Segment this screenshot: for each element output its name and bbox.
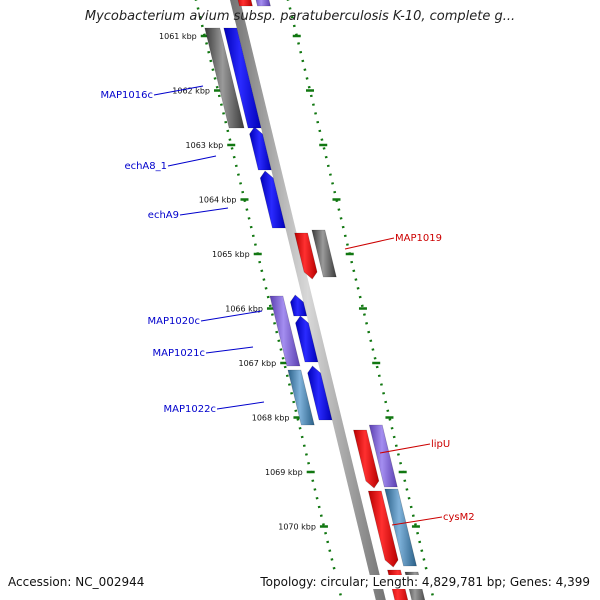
gene-leader-line: [153, 85, 204, 96]
gene-arrow-map1019[interactable]: [294, 232, 318, 280]
gene-arrow-map1021c[interactable]: [295, 315, 319, 363]
scale-tick-label: 1068 kbp: [252, 414, 290, 423]
gene-arrow-lipu-pair[interactable]: [368, 424, 398, 488]
gene-arrow-map1022c-pair[interactable]: [307, 365, 333, 421]
genome-summary-text: Topology: circular; Length: 4,829,781 bp…: [258, 575, 592, 589]
gene-label-map1019[interactable]: MAP1019: [395, 233, 442, 244]
gene-arrow-map1022c[interactable]: [287, 369, 315, 426]
label-layer: MAP1016c echA8_1 echA9 MAP1019 MAP1020c MAP10…: [101, 85, 475, 526]
lane-layer: [194, 0, 436, 600]
gene-label-echa9[interactable]: echA9: [148, 210, 179, 221]
scale-tick-label: 1069 kbp: [265, 468, 303, 477]
gene-arrow-lipu[interactable]: [353, 429, 380, 489]
gene-leader-line: [344, 237, 395, 250]
gene-leader-line: [216, 401, 265, 410]
gene-label-echa8-1[interactable]: echA8_1: [124, 161, 167, 172]
reverse-lane-boundary: [286, 0, 436, 600]
scale-tick-label: 1063 kbp: [186, 141, 224, 150]
gene-label-map1020c[interactable]: MAP1020c: [148, 316, 200, 327]
forward-lane-boundary: [194, 0, 344, 600]
scale-tick-label: 1064 kbp: [199, 196, 237, 205]
gene-arrow-map1016c[interactable]: [204, 27, 245, 129]
gene-arrow-cysm2[interactable]: [367, 490, 399, 568]
scale-tick-label: 1062 kbp: [172, 87, 210, 96]
gene-leader-line: [379, 443, 431, 454]
gene-label-cysm2[interactable]: cysM2: [443, 512, 475, 523]
map-title: Mycobacterium avium subsp. paratuberculo…: [84, 9, 516, 24]
gene-label-map1022c[interactable]: MAP1022c: [164, 404, 216, 415]
gene-arrow-map1019-pair[interactable]: [311, 229, 337, 278]
accession-text: Accession: NC_002944: [6, 575, 147, 589]
gene-arrow-map1020c[interactable]: [269, 295, 301, 367]
gene-arrow-cysm2-pair[interactable]: [384, 488, 417, 567]
genome-backbone: [230, 0, 386, 600]
gene-arrow-top-red[interactable]: [236, 0, 253, 7]
scale-tick-label: 1066 kbp: [225, 305, 263, 314]
gene-leader-line: [200, 310, 263, 322]
scale-tick-label: 1070 kbp: [278, 523, 316, 532]
gene-label-lipu[interactable]: lipU: [431, 439, 450, 450]
gene-arrow-small[interactable]: [290, 294, 308, 317]
gene-leader-line: [205, 346, 254, 354]
gene-arrow-top-violet[interactable]: [254, 0, 271, 7]
gene-leader-line: [391, 516, 443, 526]
gene-arrow-echa9[interactable]: [259, 170, 286, 229]
scale-tick-label: 1067 kbp: [239, 359, 277, 368]
gene-arrow-map1015[interactable]: [223, 27, 262, 129]
feature-layer: [204, 0, 426, 600]
gene-label-map1016c[interactable]: MAP1016c: [101, 90, 153, 101]
scale-tick-label: 1065 kbp: [212, 250, 250, 259]
scale-tick-label: 1061 kbp: [159, 32, 197, 41]
gene-leader-line: [179, 207, 229, 216]
gene-leader-line: [167, 155, 217, 167]
gene-label-map1021c[interactable]: MAP1021c: [153, 348, 205, 359]
gene-arrow-echa8-1[interactable]: [249, 126, 272, 171]
